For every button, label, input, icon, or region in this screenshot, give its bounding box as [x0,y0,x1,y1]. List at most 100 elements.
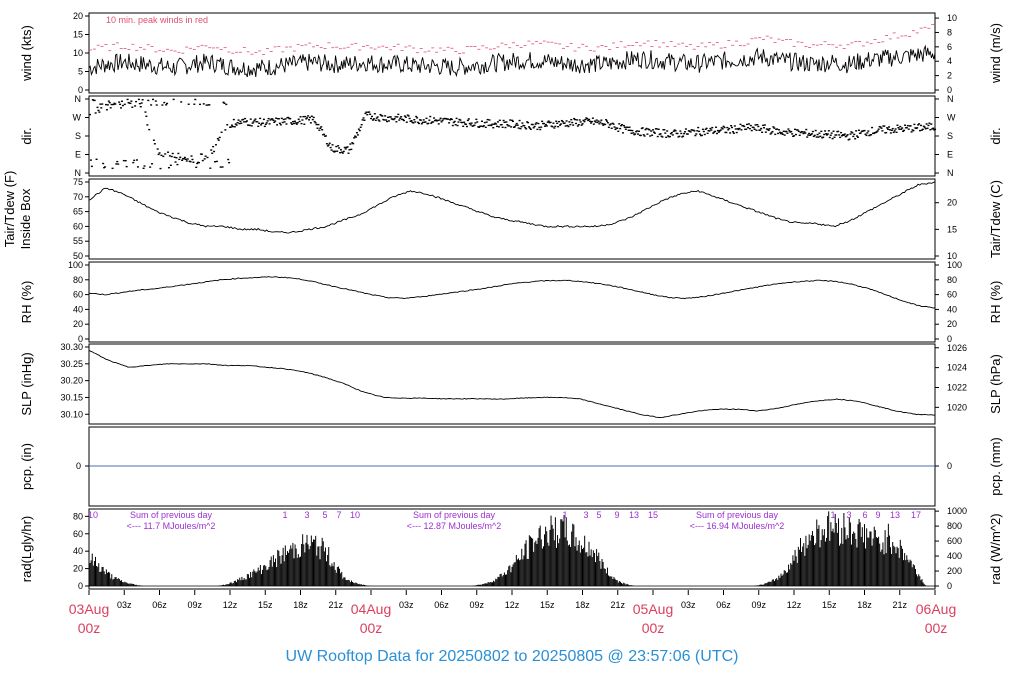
time-tick-label: 21z [610,600,625,610]
time-tick-label: 06z [716,600,731,610]
date-label-day: 03Aug [68,601,110,617]
wind-ytick-left-label: 15 [73,30,83,40]
slp-ytick-left-label: 30.30 [60,342,83,352]
rad-ytick-left-label: 80 [73,511,83,521]
date-label-day: 06Aug [915,601,957,617]
rad-summary-label: Sum of previous day [413,510,496,520]
time-tick-label: 15z [540,600,555,610]
rad-ytick-left-label: 0 [78,581,83,591]
rh-ytick-left-label: 40 [73,304,83,314]
date-label-hour: 00z [641,620,665,636]
rad-uv-label: 5 [596,510,601,520]
rad-ytick-right-label: 0 [947,581,952,591]
dir-ytick-left-label: N [75,94,82,104]
dir-ytick-right-label: N [947,94,954,104]
temp-ytick-right-label: 20 [947,198,957,208]
dir-panel-frame [88,95,936,177]
date-label-hour: 00z [924,620,948,636]
date-label-hour: 00z [359,620,383,636]
time-tick-label: 09z [469,600,484,610]
rh-ylabel-right: RH (%) [988,281,1003,324]
slp-ytick-right-label: 1024 [947,363,967,373]
temp-ytick-left-label: 50 [73,251,83,261]
rad-summary-value: <--- 11.7 MJoules/m^2 [127,521,216,531]
time-tick-label: 03z [399,600,414,610]
dir-ytick-right-label: W [947,113,956,123]
time-tick-label: 12z [223,600,238,610]
temp-ylabel-right: Tair/Tdew (C) [988,180,1003,258]
rad-uv-label: 3 [304,510,309,520]
rad-ytick-left-label: 60 [73,529,83,539]
wind-ytick-right-label: 2 [947,71,952,81]
time-tick-label: 09z [187,600,202,610]
dir-ytick-right-label: E [947,150,953,160]
date-label-hour: 00z [77,620,101,636]
rad-ylabel-right: rad (W/m^2) [988,513,1003,584]
pcp-ylabel-left: pcp. (in) [19,443,34,490]
rh-ytick-right-label: 80 [947,275,957,285]
rh-ytick-left-label: 20 [73,319,83,329]
date-label-06aug: 06Aug 00z [906,600,966,638]
time-tick-label: 21z [328,600,343,610]
rad-summary-value: <--- 12.87 MJoules/m^2 [407,521,502,531]
wind-ytick-right-label: 6 [947,42,952,52]
dir-ytick-left-label: N [75,168,82,178]
time-tick-label: 06z [152,600,167,610]
wind-ytick-left-label: 20 [73,11,83,21]
time-tick-label: 12z [787,600,802,610]
rad-uv-label: 1 [830,510,835,520]
wind-ytick-left-label: 10 [73,48,83,58]
rh-ytick-right-label: 0 [947,334,952,344]
time-tick-label: 06z [434,600,449,610]
wind-mean-series [88,44,936,78]
rad-uv-label: 3 [846,510,851,520]
pcp-ytick-right-label: 0 [947,461,952,471]
time-tick-label: 18z [857,600,872,610]
time-tick-label: 09z [751,600,766,610]
dir-ylabel-right: dir. [988,127,1003,144]
slp-ytick-left-label: 30.25 [60,359,83,369]
rad-summary-label: Sum of previous day [696,510,779,520]
temp-ytick-left-label: 70 [73,192,83,202]
rad-uv-label: 1 [282,510,287,520]
date-label-day: 05Aug [632,601,674,617]
temp-ytick-right-label: 10 [947,251,957,261]
rad-uv-label: 1 [562,510,567,520]
rad-ytick-right-label: 400 [947,551,962,561]
wind-ytick-left-label: 0 [78,85,83,95]
rad-ytick-right-label: 1000 [947,506,967,516]
temp-ylabel-left: Tair/Tdew (F) [2,171,17,248]
rh-ytick-left-label: 60 [73,290,83,300]
rad-ytick-right-label: 200 [947,566,962,576]
temp-ytick-left-label: 65 [73,207,83,217]
rh-ytick-left-label: 100 [68,260,83,270]
rad-ytick-right-label: 600 [947,536,962,546]
rh-ytick-left-label: 0 [78,334,83,344]
wind-annotation: 10 min. peak winds in red [106,15,208,25]
wind-ytick-left-label: 5 [78,67,83,77]
rh-ytick-right-label: 100 [947,260,962,270]
temp-ytick-right-label: 15 [947,224,957,234]
slp-ytick-left-label: 30.10 [60,409,83,419]
rh-ytick-right-label: 60 [947,290,957,300]
wind-ylabel-right: wind (m/s) [988,23,1003,84]
rh-series [88,276,936,309]
slp-ylabel-right: SLP (hPa) [988,354,1003,414]
slp-ylabel-left: SLP (inHg) [19,352,34,415]
slp-ytick-right-label: 1022 [947,382,967,392]
rad-ytick-left-label: 40 [73,546,83,556]
dir-ytick-left-label: E [75,150,81,160]
time-tick-label: 21z [892,600,907,610]
wind-ytick-right-label: 10 [947,13,957,23]
rad-uv-label: 6 [862,510,867,520]
rad-ylabel-left: rad(Lgly/hr) [19,516,34,582]
temp-series [88,181,936,234]
rad-uv-label: 5 [322,510,327,520]
rad-uv-label: 17 [911,510,921,520]
temp-panel-frame [88,178,936,260]
rad-uv-label: 9 [614,510,619,520]
rh-ytick-left-label: 80 [73,275,83,285]
slp-ytick-right-label: 1020 [947,402,967,412]
dir-ytick-left-label: S [75,131,81,141]
date-label-05aug: 05Aug 00z [623,600,683,638]
